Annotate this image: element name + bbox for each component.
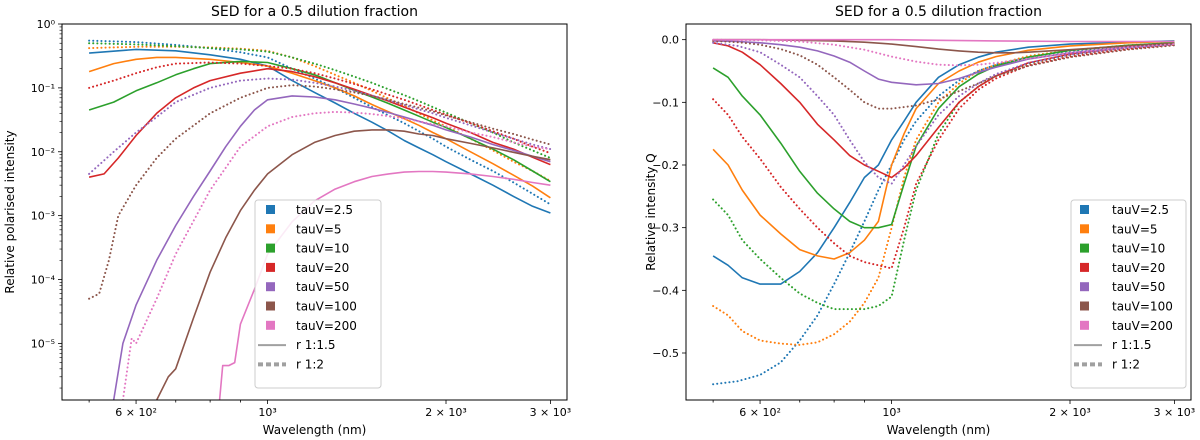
chart-panel-left: SED for a 0.5 dilution fraction 10⁻⁵ 10⁻⁴…	[3, 4, 571, 437]
legend-swatch	[266, 224, 275, 234]
legend-swatch	[266, 205, 275, 214]
legend-swatch	[266, 243, 275, 253]
legend-label: r 1:2	[1112, 357, 1140, 371]
legend-label: r 1:1.5	[296, 338, 336, 352]
legend-label: tauV=5	[296, 222, 342, 236]
series-line	[712, 42, 1175, 229]
y-axis-label: Relative intensity Q	[644, 153, 658, 271]
x-tick-label: 3 × 10³	[1154, 406, 1196, 419]
legend: tauV=2.5 tauV=5 tauV=10 tauV=20 tauV=50 …	[1070, 199, 1187, 389]
series-line	[218, 170, 551, 400]
series-line	[712, 41, 1176, 185]
y-tick-label: 10⁻¹	[31, 82, 55, 95]
x-tick-label: 6 × 10²	[739, 406, 781, 419]
legend-label: r 1:1.5	[1112, 338, 1152, 352]
chart-title: SED for a 0.5 dilution fraction	[211, 4, 418, 20]
series-group	[88, 39, 552, 400]
legend-box	[1070, 199, 1187, 389]
y-tick-label: −0.1	[652, 96, 679, 109]
series-line	[121, 110, 552, 400]
legend-label: tauV=50	[296, 280, 349, 294]
legend-swatch	[1080, 262, 1089, 272]
x-tick-label: 2 × 10³	[425, 406, 467, 419]
y-tick-label: −0.3	[652, 222, 679, 235]
legend-label: tauV=100	[296, 300, 357, 314]
series-line	[712, 42, 1175, 179]
y-tick-label: −0.4	[652, 284, 679, 297]
legend-label: tauV=200	[1112, 319, 1173, 333]
legend-label: tauV=5	[1112, 222, 1158, 236]
legend-swatch	[266, 282, 275, 292]
y-tick-label: 10⁻⁵	[31, 337, 55, 350]
y-tick-label: −0.2	[652, 159, 679, 172]
legend: tauV=2.5 tauV=5 tauV=10 tauV=20 tauV=50 …	[254, 199, 382, 389]
legend-label: tauV=20	[1112, 261, 1165, 275]
legend-label: tauV=20	[296, 261, 349, 275]
legend-swatch	[1080, 243, 1089, 253]
x-axis-label: Wavelength (nm)	[887, 423, 991, 437]
series-line	[713, 38, 1175, 54]
series-line	[713, 38, 1175, 43]
legend-label: tauV=10	[1112, 242, 1165, 256]
series-group	[712, 38, 1176, 386]
series-line	[155, 129, 551, 400]
legend-swatch	[1080, 205, 1089, 214]
legend-label: tauV=200	[296, 319, 357, 333]
y-tick-label: 10⁻⁴	[31, 274, 56, 287]
y-axis-ticks: 0.0 −0.1 −0.2 −0.3 −0.4 −0.5	[652, 34, 686, 360]
series-line	[89, 48, 551, 214]
series-line	[713, 40, 1175, 86]
legend-label: tauV=2.5	[296, 203, 353, 217]
x-axis-label: Wavelength (nm)	[263, 423, 367, 437]
y-tick-label: 0.0	[662, 34, 680, 47]
series-line	[88, 77, 552, 175]
legend-swatch	[266, 301, 275, 311]
legend-label: tauV=10	[296, 242, 349, 256]
legend-label: tauV=2.5	[1112, 203, 1169, 217]
series-line	[88, 84, 552, 300]
plot-frame	[61, 23, 568, 401]
legend-label: tauV=100	[1112, 300, 1173, 314]
x-tick-label: 6 × 10²	[115, 406, 157, 419]
series-line	[88, 67, 551, 178]
series-line	[712, 43, 1176, 311]
legend-swatch	[266, 320, 275, 330]
y-axis-ticks: 10⁻⁵ 10⁻⁴ 10⁻³ 10⁻² 10⁻¹ 10⁰	[31, 18, 62, 389]
chart-title: SED for a 0.5 dilution fraction	[835, 4, 1042, 20]
plot-frame	[685, 23, 1192, 401]
series-line	[88, 56, 551, 199]
legend-swatch	[266, 262, 275, 272]
series-line	[88, 60, 551, 183]
x-axis-ticks: 6 × 10² 10³ 2 × 10³ 3 × 10³	[88, 400, 572, 419]
legend-swatch	[1080, 282, 1089, 292]
x-tick-label: 10³	[258, 406, 276, 419]
series-line	[88, 45, 552, 182]
legend-box	[254, 199, 382, 389]
x-tick-label: 10³	[882, 406, 900, 419]
x-axis-ticks: 6 × 10² 10³ 2 × 10³ 3 × 10³	[712, 400, 1196, 419]
y-tick-label: 10⁻²	[31, 146, 55, 159]
series-line	[712, 38, 1176, 67]
legend-swatch	[1080, 224, 1089, 234]
y-tick-label: 10⁰	[37, 18, 56, 31]
legend-label: r 1:2	[296, 357, 324, 371]
y-tick-label: −0.5	[652, 347, 679, 360]
legend-swatch	[1080, 301, 1089, 311]
y-axis-label: Relative polarised intensity	[3, 130, 17, 293]
x-tick-label: 3 × 10³	[530, 406, 572, 419]
legend-label: tauV=50	[1112, 280, 1165, 294]
series-line	[712, 41, 1176, 346]
y-tick-label: 10⁻³	[31, 210, 55, 223]
x-tick-label: 2 × 10³	[1049, 406, 1091, 419]
series-line	[112, 95, 551, 400]
legend-swatch	[1080, 320, 1089, 330]
series-line	[88, 61, 552, 155]
series-line	[712, 40, 1175, 285]
chart-panel-right: SED for a 0.5 dilution fraction 0.0 −0.1 −…	[644, 4, 1195, 437]
